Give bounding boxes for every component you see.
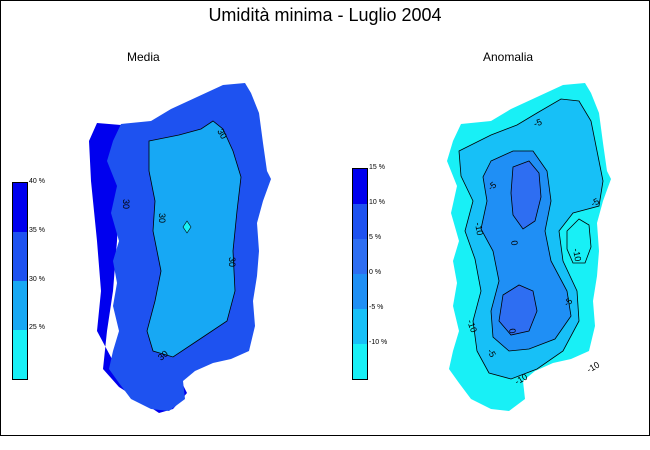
anomalia-map-title: Anomalia [483,50,534,64]
maps-canvas: 30 30 30 30 30 -5 -5 -10 -5 0 0 -10 -10 … [89,83,611,413]
anomalia-contour-label-5: 0 [509,240,520,247]
media-small-patch [182,220,192,234]
figure-frame: Umidità minima - Luglio 2004 Media Anoma… [0,0,650,436]
anomalia-contour-label-11: -10 [585,360,601,375]
anomalia-legend-label-1: 15 % [369,164,385,171]
anomalia-zone-zero-north [510,160,542,230]
media-contour-label-1: 30 [215,127,229,141]
anomalia-legend-label-3: 5 % [369,234,382,241]
media-legend-label-1: 40 % [29,178,45,185]
anomalia-legend-swatch-1 [353,169,367,204]
media-west-coast-band [89,123,187,413]
anomalia-contour-label-6: 0 [507,328,518,335]
media-contour-label-2: 30 [157,213,167,223]
media-contour-label-3: 30 [227,257,237,267]
anomalia-legend-label-2: 10 % [369,199,385,206]
media-legend [12,182,28,380]
media-map: 30 30 30 30 30 [89,83,271,413]
anomalia-contour-label-1: -5 [532,117,543,129]
anomalia-contour-label-7: -10 [571,248,583,263]
anomalia-legend-swatch-2 [353,204,367,239]
anomalia-legend-swatch-5 [353,309,367,344]
media-legend-label-2: 35 % [29,227,45,234]
anomalia-legend-label-5: -5 % [369,304,384,311]
media-contour-label-5: 30 [121,199,131,209]
anomalia-legend-label-6: -10 % [369,339,388,346]
anomalia-legend-swatch-6 [353,344,367,379]
media-legend-swatch-3 [13,281,27,330]
anomalia-contour-label-3: -10 [473,222,485,237]
anomalia-legend-swatch-4 [353,274,367,309]
anomalia-contour-label-9: -5 [485,347,498,359]
media-map-title: Media [127,50,160,64]
anomalia-contour-label-8: -10 [465,318,479,334]
anomalia-legend [352,168,368,380]
media-legend-swatch-1 [13,183,27,232]
anomalia-zone-zero-south [498,284,538,336]
anomalia-map: -5 -5 -10 -5 0 0 -10 -10 -5 -10 -10 -5 [447,83,611,411]
anomalia-contour-label-2: -5 [589,196,601,209]
main-title: Umidità minima - Luglio 2004 [208,5,442,25]
anomalia-legend-label-4: 0 % [369,269,382,276]
media-legend-swatch-2 [13,232,27,281]
anomalia-east-patch [566,218,592,264]
media-legend-label-4: 25 % [29,324,45,331]
anomalia-legend-swatch-3 [353,239,367,274]
media-contour-label-4: 30 [156,348,170,362]
media-legend-label-3: 30 % [29,276,45,283]
media-inner-zone [146,120,242,358]
media-legend-swatch-4 [13,330,27,379]
